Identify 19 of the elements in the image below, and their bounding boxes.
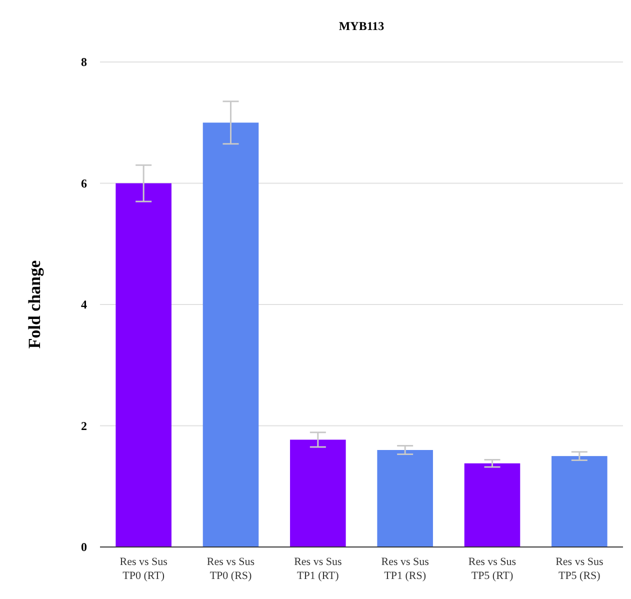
x-tick-label: Res vs Sus TP5 (RS)	[556, 556, 604, 582]
x-tick-label: Res vs Sus TP1 (RS)	[381, 556, 429, 582]
x-tick-label: Res vs Sus TP5 (RT)	[468, 556, 516, 582]
bar	[464, 463, 520, 547]
y-axis-title: Fold change	[25, 260, 44, 349]
chart-title: MYB113	[338, 19, 384, 33]
x-tick-label: Res vs Sus TP0 (RT)	[120, 556, 168, 582]
y-tick-label: 4	[81, 298, 87, 312]
y-tick-label: 8	[81, 55, 87, 70]
bar	[202, 122, 259, 547]
x-tick-label: Res vs Sus TP0 (RS)	[206, 556, 255, 582]
y-tick-label: 6	[81, 176, 87, 190]
bar	[552, 456, 608, 547]
y-tick-label: 0	[81, 540, 87, 554]
bar	[377, 450, 433, 547]
bar	[290, 440, 346, 547]
bar	[116, 183, 172, 547]
x-tick-label: Res vs Sus TP1 (RT)	[294, 556, 342, 582]
y-tick-label: 2	[81, 418, 87, 433]
